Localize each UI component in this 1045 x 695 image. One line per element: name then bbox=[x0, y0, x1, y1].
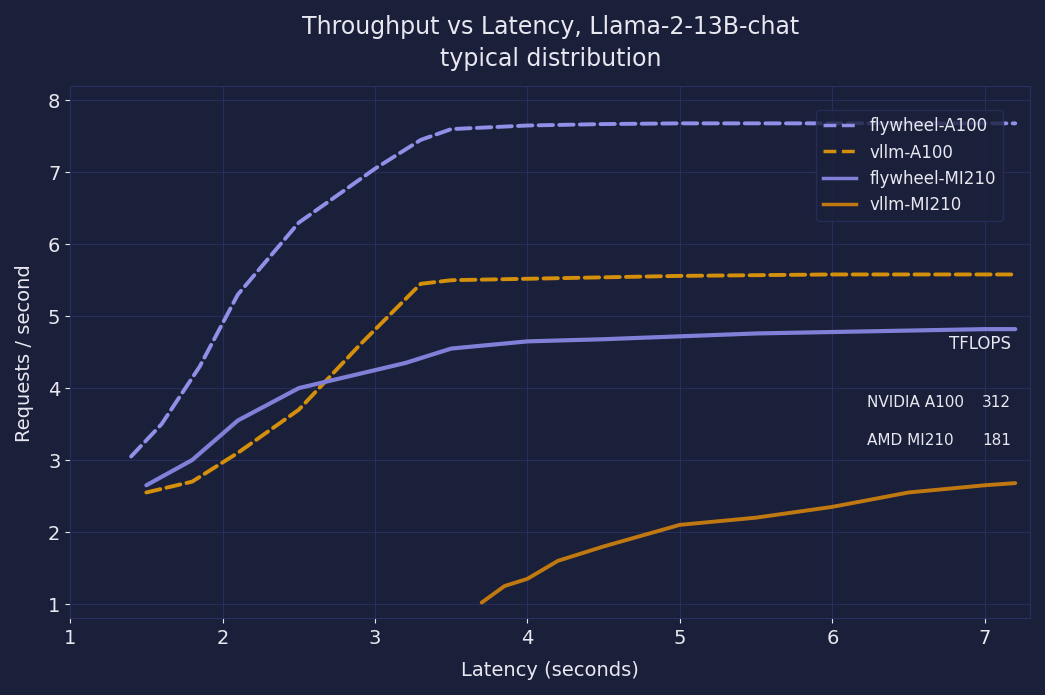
vllm-A100 bbox=[414, 280, 426, 288]
vllm-A100 bbox=[293, 406, 305, 414]
vllm-A100 bbox=[231, 449, 243, 457]
flywheel-A100 bbox=[978, 120, 991, 128]
vllm-A100 bbox=[353, 341, 366, 350]
flywheel-A100 bbox=[369, 165, 381, 173]
vllm-A100 bbox=[1008, 270, 1021, 279]
flywheel-MI210 bbox=[597, 335, 609, 343]
vllm-A100 bbox=[978, 270, 991, 279]
flywheel-MI210 bbox=[978, 325, 991, 334]
Line: flywheel-A100: flywheel-A100 bbox=[131, 124, 1015, 457]
flywheel-MI210 bbox=[445, 345, 458, 353]
flywheel-A100 bbox=[902, 120, 914, 128]
Text: AMD MI210: AMD MI210 bbox=[866, 432, 953, 447]
Text: 312: 312 bbox=[982, 395, 1011, 410]
vllm-MI210 bbox=[498, 582, 511, 590]
vllm-A100 bbox=[673, 272, 686, 280]
flywheel-A100 bbox=[597, 120, 609, 129]
flywheel-MI210 bbox=[520, 338, 533, 346]
Legend: flywheel-A100, vllm-A100, flywheel-MI210, vllm-MI210: flywheel-A100, vllm-A100, flywheel-MI210… bbox=[816, 111, 1002, 221]
flywheel-MI210 bbox=[231, 416, 243, 425]
flywheel-MI210 bbox=[1008, 325, 1021, 334]
flywheel-A100 bbox=[749, 120, 762, 128]
flywheel-A100 bbox=[293, 219, 305, 227]
vllm-A100 bbox=[520, 275, 533, 284]
vllm-MI210 bbox=[902, 489, 914, 497]
vllm-MI210 bbox=[475, 598, 488, 607]
flywheel-A100 bbox=[445, 125, 458, 133]
Text: 181: 181 bbox=[982, 432, 1011, 447]
flywheel-A100 bbox=[1008, 120, 1021, 128]
flywheel-MI210 bbox=[673, 332, 686, 341]
Line: vllm-A100: vllm-A100 bbox=[146, 275, 1015, 493]
flywheel-MI210 bbox=[826, 328, 838, 336]
vllm-A100 bbox=[749, 271, 762, 279]
vllm-A100 bbox=[140, 489, 153, 497]
flywheel-MI210 bbox=[293, 384, 305, 393]
flywheel-MI210 bbox=[353, 370, 366, 378]
vllm-MI210 bbox=[978, 481, 991, 489]
flywheel-MI210 bbox=[399, 359, 412, 368]
flywheel-A100 bbox=[520, 122, 533, 130]
vllm-MI210 bbox=[826, 502, 838, 511]
flywheel-A100 bbox=[673, 120, 686, 128]
X-axis label: Latency (seconds): Latency (seconds) bbox=[461, 661, 638, 680]
flywheel-MI210 bbox=[902, 327, 914, 335]
vllm-A100 bbox=[597, 273, 609, 281]
flywheel-A100 bbox=[414, 136, 426, 145]
flywheel-A100 bbox=[156, 420, 168, 429]
Text: TFLOPS: TFLOPS bbox=[949, 334, 1011, 352]
Text: NVIDIA A100: NVIDIA A100 bbox=[866, 395, 963, 410]
flywheel-A100 bbox=[193, 363, 206, 371]
vllm-MI210 bbox=[673, 521, 686, 529]
vllm-MI210 bbox=[749, 514, 762, 522]
Title: Throughput vs Latency, Llama-2-13B-chat
typical distribution: Throughput vs Latency, Llama-2-13B-chat … bbox=[302, 15, 798, 71]
vllm-A100 bbox=[826, 270, 838, 279]
vllm-A100 bbox=[445, 277, 458, 285]
flywheel-MI210 bbox=[140, 481, 153, 489]
Line: flywheel-MI210: flywheel-MI210 bbox=[146, 329, 1015, 485]
vllm-A100 bbox=[902, 270, 914, 279]
vllm-A100 bbox=[186, 477, 199, 486]
vllm-MI210 bbox=[552, 557, 564, 565]
Line: vllm-MI210: vllm-MI210 bbox=[482, 483, 1015, 603]
vllm-MI210 bbox=[597, 542, 609, 550]
vllm-MI210 bbox=[1008, 479, 1021, 487]
flywheel-A100 bbox=[231, 291, 243, 299]
flywheel-MI210 bbox=[749, 329, 762, 338]
flywheel-A100 bbox=[826, 120, 838, 128]
vllm-MI210 bbox=[520, 575, 533, 583]
Y-axis label: Requests / second: Requests / second bbox=[15, 263, 34, 441]
flywheel-A100 bbox=[124, 452, 137, 461]
flywheel-MI210 bbox=[186, 456, 199, 464]
